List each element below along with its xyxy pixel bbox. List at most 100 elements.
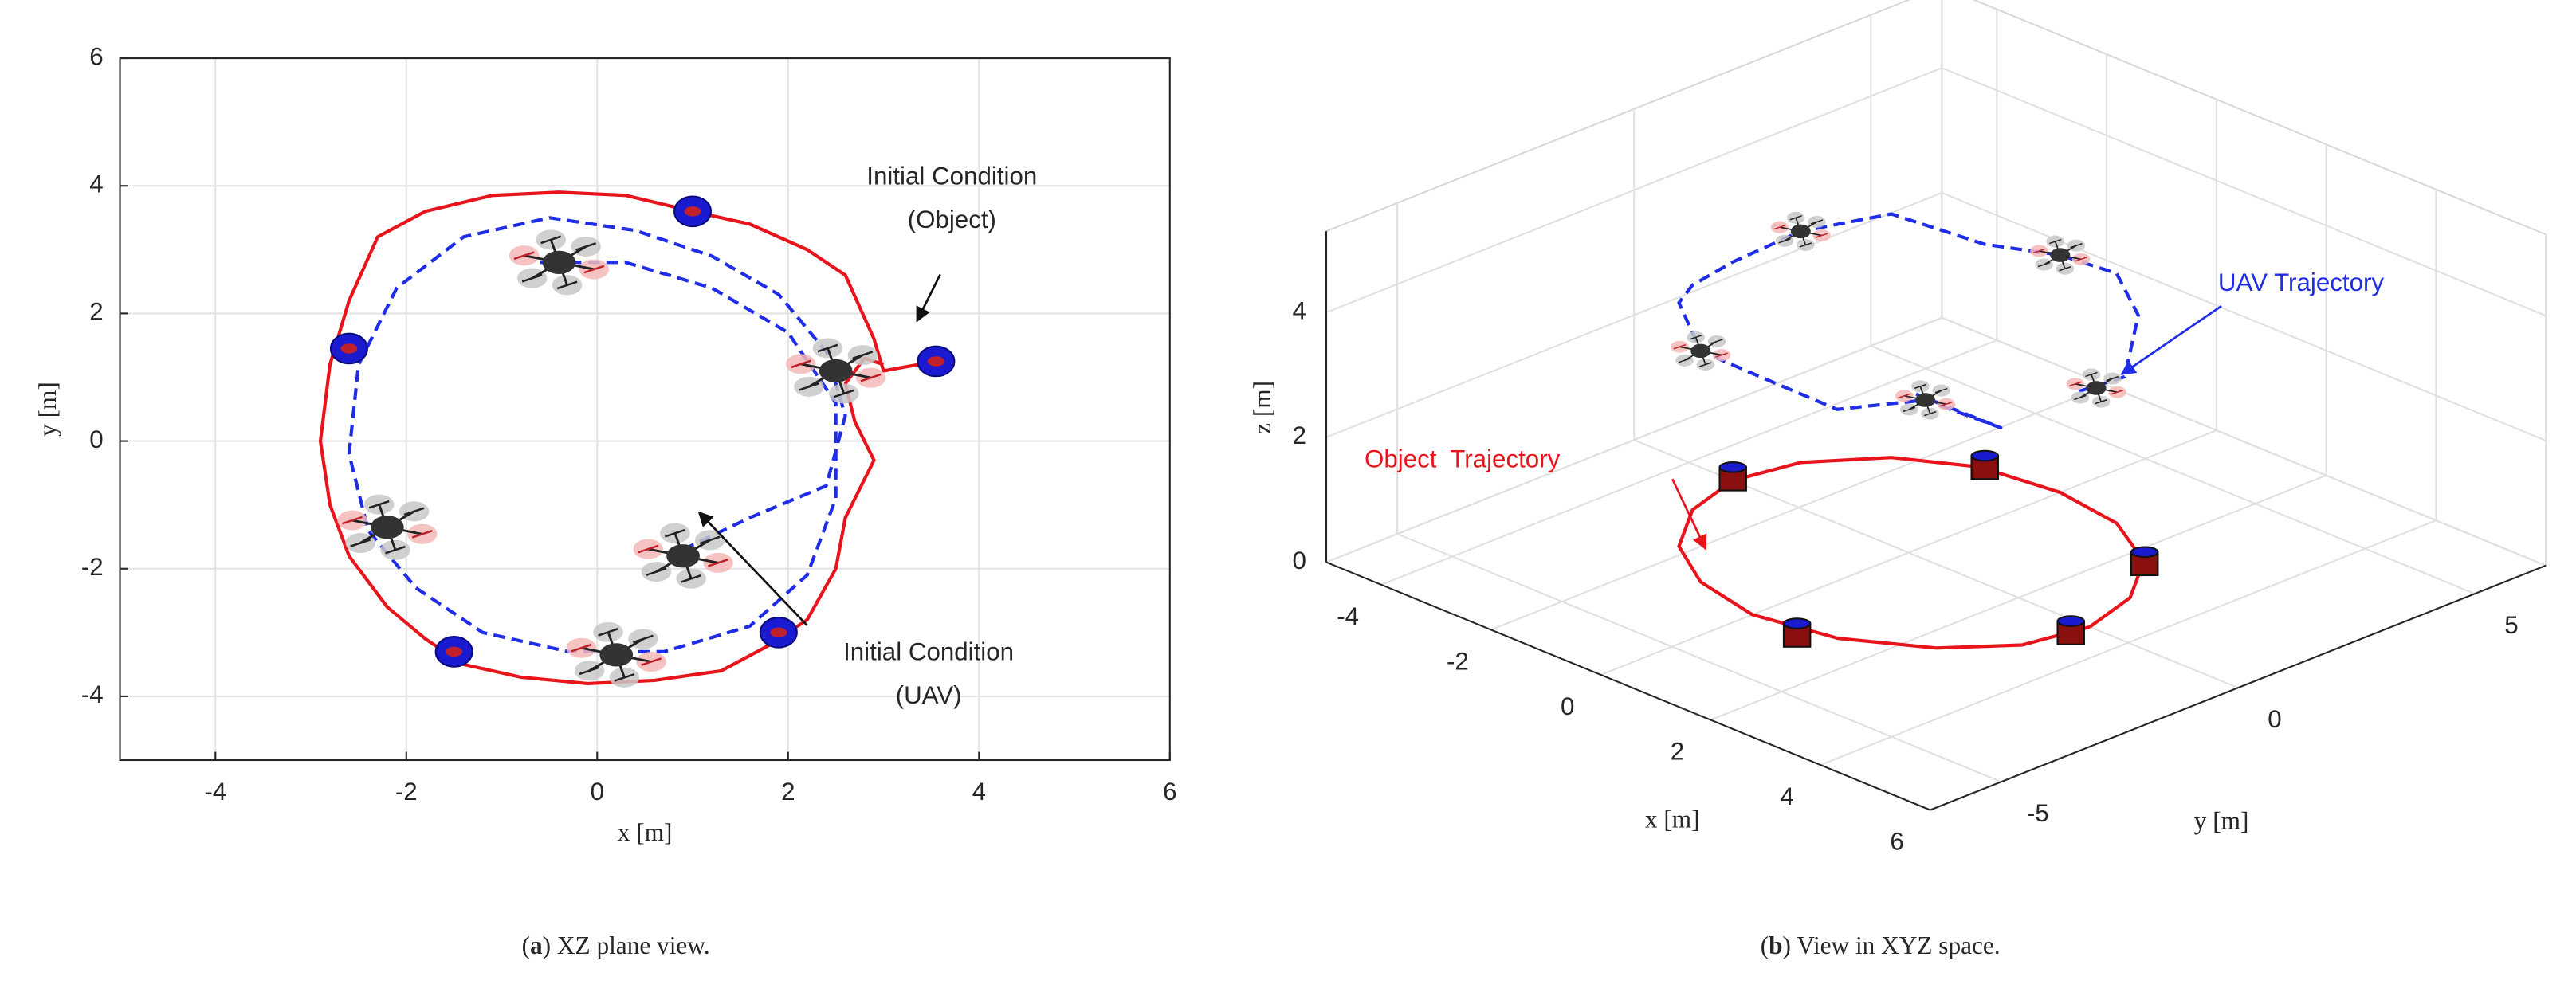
x-tick-label: 6 (1890, 828, 1903, 856)
prop (2075, 257, 2087, 262)
prop (1934, 387, 1948, 394)
x-tick-label: 4 (972, 778, 986, 806)
x-tick-label: 0 (591, 778, 604, 806)
grid-line (1942, 67, 2547, 317)
y-tick-label: -5 (2027, 799, 2049, 827)
prop (521, 273, 543, 283)
annotation-arrow (2120, 304, 2222, 375)
axis-line (1325, 561, 1931, 811)
prop (1678, 358, 1691, 363)
prop (790, 359, 811, 369)
object-core (927, 356, 944, 367)
object-top (2056, 615, 2085, 627)
prop (641, 657, 662, 666)
grid-line (1396, 533, 2002, 783)
body (1790, 224, 1811, 239)
trajectory (1677, 212, 2140, 429)
body (2086, 381, 2107, 395)
prop (860, 373, 882, 382)
body (1690, 343, 1711, 359)
prop (664, 528, 685, 538)
x-tick-label: -2 (1447, 647, 1469, 675)
object-top (2130, 546, 2159, 559)
prop (342, 516, 363, 525)
annotation: Initial Condition (866, 163, 1037, 190)
prop (1673, 344, 1687, 350)
object-core (340, 343, 358, 354)
object-top (1718, 461, 1747, 473)
y-tick-label: 5 (2504, 611, 2518, 639)
prop (598, 628, 618, 637)
prop (646, 567, 667, 576)
prop (2106, 375, 2119, 382)
z-tick-label: 4 (1293, 296, 1306, 324)
prop (699, 535, 721, 545)
z-tick-label: 2 (1293, 421, 1306, 449)
prop (2032, 248, 2046, 254)
grid-line (1942, 316, 2547, 567)
prop (1699, 362, 1712, 367)
caption-part: ( (1761, 931, 1769, 959)
x-tick-label: 6 (1163, 778, 1176, 806)
uav-marker (1895, 380, 1956, 420)
body (2050, 248, 2071, 262)
grid-line (1325, 191, 1942, 438)
caption: (b) View in XYZ space. (1761, 931, 2001, 959)
prop (579, 666, 600, 676)
object-core (770, 627, 787, 638)
prop (1815, 233, 1828, 238)
body (819, 359, 853, 383)
prop (681, 574, 702, 583)
prop (1799, 242, 1812, 248)
prop (571, 643, 592, 653)
y-tick-label: 6 (89, 42, 103, 70)
prop (614, 673, 635, 682)
prop (556, 280, 578, 290)
trajectory (347, 216, 847, 653)
annotation: UAV Trajectory (2218, 269, 2384, 296)
prop (1914, 383, 1927, 390)
prop (1715, 352, 1728, 358)
prop (852, 351, 874, 359)
prop (1789, 215, 1802, 221)
trajectory (318, 190, 937, 685)
prop (411, 529, 433, 539)
y-tick-label: -2 (81, 553, 104, 581)
prop (1773, 224, 1786, 230)
body (542, 250, 576, 274)
prop (2059, 266, 2071, 272)
uav-marker (633, 523, 733, 589)
prop (2048, 238, 2062, 245)
object-core (684, 206, 701, 217)
prop (708, 559, 728, 567)
prop (1689, 335, 1702, 340)
body (1914, 393, 1936, 407)
grid-line (1325, 67, 1942, 314)
x-tick-label: -2 (395, 778, 418, 806)
caption: (a) XZ plane view. (522, 931, 710, 959)
uav-marker (337, 494, 438, 560)
object-marker (1718, 461, 1747, 492)
object-marker (329, 332, 368, 365)
prop (799, 382, 819, 391)
object-marker (673, 195, 713, 228)
object-marker (917, 345, 956, 378)
uav-marker (566, 621, 666, 688)
y-axis-label: y [m] (2194, 807, 2249, 835)
z-tick-label: 0 (1293, 547, 1306, 574)
prop (2037, 261, 2051, 268)
x-tick-label: 2 (781, 778, 795, 806)
prop (638, 544, 659, 554)
prop (2074, 394, 2087, 401)
prop (513, 251, 535, 261)
annotation: Object Trajectory (1365, 445, 1561, 473)
prop (2095, 398, 2107, 405)
uav-marker (509, 229, 610, 296)
grid-line (1325, 316, 1942, 563)
prop (2069, 381, 2082, 387)
object-marker (434, 636, 473, 668)
y-tick-label: 4 (89, 171, 103, 198)
z-axis-label: z [m] (1248, 381, 1276, 434)
prop (1903, 406, 1916, 413)
x-tick-label: -4 (204, 778, 226, 806)
